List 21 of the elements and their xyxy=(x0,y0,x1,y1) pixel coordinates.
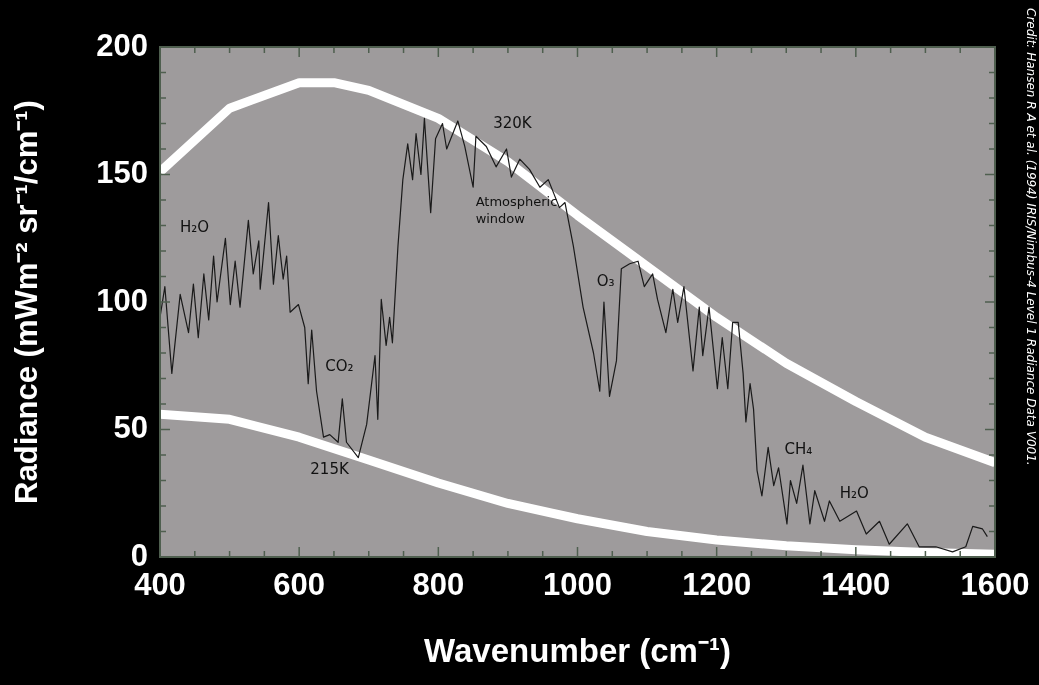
x-tick-label: 600 xyxy=(273,567,326,603)
x-axis-title: Wavenumber (cm⁻¹) xyxy=(424,632,731,670)
y-tick-label: 100 xyxy=(96,282,148,318)
x-tick-label: 1400 xyxy=(821,567,891,603)
annotation: H₂O xyxy=(180,217,210,236)
annotation: CH₄ xyxy=(784,439,813,458)
annotation: 320K xyxy=(493,113,533,132)
y-tick-label: 200 xyxy=(96,27,148,63)
text: Credit: Hansen R A et al. (1994) IRIS/Nimbus-4 Level 1 Radiance Data V001. xyxy=(1023,8,1038,466)
x-tick-label: 1600 xyxy=(960,567,1030,603)
annotation: CO₂ xyxy=(325,356,354,375)
annotation: O₃ xyxy=(596,272,615,290)
x-tick-label: 1200 xyxy=(682,567,752,603)
y-axis-title: Radiance (mWm⁻² sr⁻¹/cm⁻¹) xyxy=(9,100,45,504)
annotation: Atmospheric window xyxy=(475,193,558,226)
y-tick-label: 150 xyxy=(96,155,148,191)
annotation: H₂O xyxy=(839,483,869,502)
x-tick-label: 800 xyxy=(412,567,465,603)
y-tick-label: 50 xyxy=(113,410,148,446)
x-tick-label: 1000 xyxy=(543,567,612,603)
annotation: 215K xyxy=(310,460,350,479)
